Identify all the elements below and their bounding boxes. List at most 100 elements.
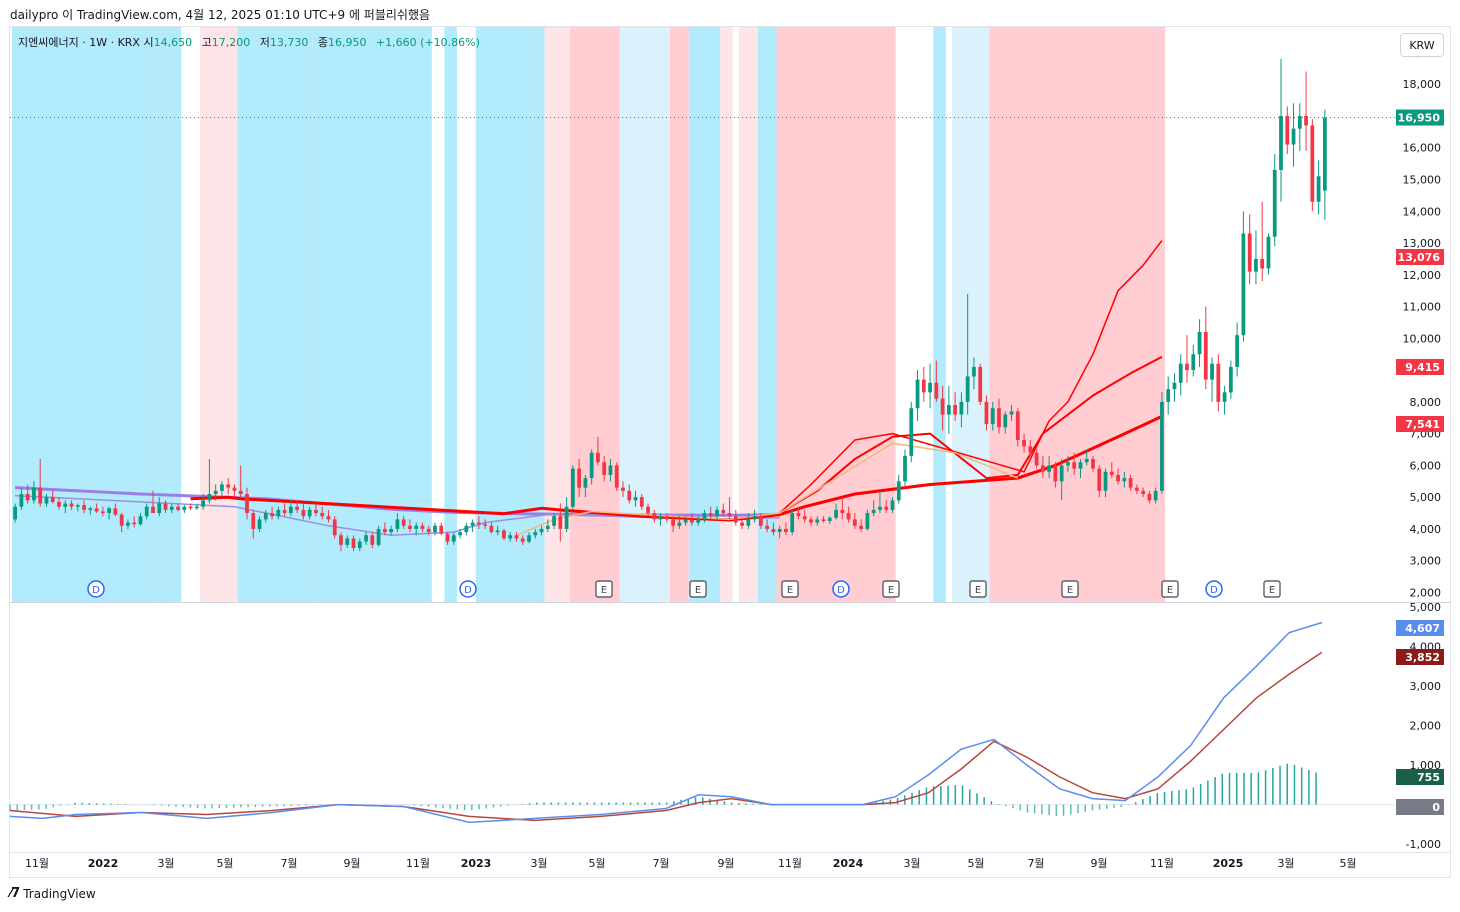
- candle-body: [746, 519, 751, 526]
- dividend-marker-icon: [832, 580, 850, 598]
- candle: [1015, 408, 1020, 447]
- candle: [57, 497, 61, 510]
- candle: [564, 497, 569, 533]
- candle-body: [220, 484, 224, 491]
- background-band: [532, 27, 545, 602]
- candle-body: [564, 506, 569, 529]
- price-axis-tick: 5,000: [1410, 491, 1442, 504]
- candle: [921, 366, 926, 402]
- candle: [915, 370, 920, 421]
- event-marker-label: E: [975, 585, 981, 596]
- candle: [138, 513, 143, 526]
- candle: [784, 522, 788, 536]
- candle-body: [890, 500, 895, 510]
- candle: [527, 532, 531, 544]
- open-label: 시: [143, 36, 154, 49]
- candle-body: [915, 379, 920, 409]
- macd-axis-tick: -1,000: [1406, 838, 1441, 851]
- time-axis-tick: 7월: [280, 857, 297, 870]
- candle-body: [1322, 117, 1327, 191]
- price-axis-tick: 11,000: [1403, 301, 1442, 314]
- candle: [445, 532, 450, 545]
- candle-body: [38, 487, 43, 504]
- background-band: [720, 27, 733, 602]
- candle: [1022, 433, 1026, 453]
- dividend-marker-icon: [87, 580, 105, 598]
- candle-body: [288, 506, 293, 514]
- candle-body: [1147, 493, 1152, 501]
- candle-body: [1128, 478, 1133, 488]
- earnings-marker-icon: [1263, 580, 1281, 598]
- candle: [997, 398, 1001, 434]
- candle-body: [984, 401, 989, 425]
- time-axis-tick: 11월: [25, 857, 49, 870]
- high-label: 고: [201, 36, 212, 49]
- candle: [1322, 109, 1327, 220]
- candle: [201, 493, 206, 510]
- candle-body: [182, 506, 187, 510]
- ma-price-label: 9,415: [1396, 359, 1444, 375]
- candle: [88, 506, 93, 515]
- candle: [194, 503, 199, 510]
- ma-price-label-text: 13,076: [1398, 251, 1441, 264]
- candle-body: [489, 525, 494, 533]
- candle-body: [351, 538, 356, 548]
- candle-body: [1191, 354, 1196, 371]
- candle: [1091, 455, 1095, 472]
- candle: [44, 493, 49, 507]
- earnings-marker: E: [1263, 580, 1281, 598]
- candle-body: [621, 487, 625, 491]
- candle: [1116, 468, 1120, 485]
- candle-body: [1235, 335, 1240, 367]
- candle-body: [276, 509, 281, 517]
- candle-body: [470, 522, 475, 526]
- candle-body: [1028, 446, 1033, 453]
- ma-price-label-bg: [1396, 416, 1444, 432]
- candle-body: [332, 519, 337, 536]
- candle: [884, 500, 889, 514]
- candle: [370, 532, 375, 548]
- background-band: [544, 27, 570, 602]
- candle: [664, 513, 669, 523]
- candle-body: [69, 503, 74, 507]
- price-axis-tick: 14,000: [1403, 205, 1442, 218]
- candle-body: [107, 508, 112, 514]
- background-band: [989, 27, 1166, 602]
- candle-body: [63, 503, 68, 507]
- time-axis-tick: 9월: [343, 857, 360, 870]
- candle-body: [458, 532, 462, 536]
- close-value: 16,950: [327, 36, 367, 49]
- background-band: [757, 27, 777, 602]
- candle: [295, 500, 300, 514]
- candle-body: [821, 519, 826, 521]
- candle: [946, 385, 951, 434]
- candle-body: [846, 513, 851, 520]
- candle-body: [865, 513, 870, 529]
- candle: [514, 532, 519, 542]
- candle: [257, 516, 262, 533]
- candle-body: [602, 462, 607, 475]
- price-axis-tick: 3,000: [1410, 555, 1442, 568]
- candle-body: [389, 528, 394, 533]
- candle: [151, 490, 155, 514]
- dividend-marker: D: [459, 580, 477, 598]
- background-band: [475, 27, 533, 602]
- candle-body: [476, 522, 481, 525]
- candle-body: [1254, 258, 1258, 272]
- candle: [752, 509, 757, 523]
- candle: [426, 525, 431, 536]
- candle-body: [1134, 487, 1139, 491]
- candle: [972, 357, 976, 390]
- candle: [1297, 103, 1302, 151]
- candle: [1203, 306, 1208, 390]
- candle: [596, 436, 600, 466]
- candle: [1228, 360, 1233, 399]
- candle: [790, 509, 795, 536]
- background-band: [619, 27, 670, 602]
- currency-button[interactable]: KRW: [1400, 33, 1444, 57]
- candle-body: [32, 487, 36, 501]
- candle-body: [1160, 401, 1164, 491]
- price-axis-tick: 15,000: [1403, 173, 1442, 186]
- macd-value-label-text: 0: [1432, 801, 1440, 814]
